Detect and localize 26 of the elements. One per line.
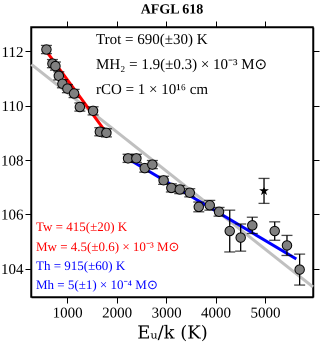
annotation: Th = 915(±60) K bbox=[36, 258, 126, 273]
x-tick-label: 5000 bbox=[250, 306, 281, 322]
y-tick-label: 106 bbox=[1, 208, 24, 224]
annotation: Mw = 4.5(±0.6) × 10⁻³ M⊙ bbox=[36, 239, 180, 254]
x-tick-label: 3000 bbox=[152, 306, 182, 322]
x-axis-title: Eᵤ/k (K) bbox=[137, 322, 208, 344]
point bbox=[224, 226, 235, 236]
x-tick-label: 2000 bbox=[102, 306, 132, 322]
y-tick-label: 112 bbox=[2, 44, 24, 61]
chart-title: AFGL 618 bbox=[140, 2, 204, 18]
y-tick-label: 108 bbox=[1, 153, 24, 170]
point bbox=[247, 220, 258, 231]
x-tick-label: 1000 bbox=[52, 306, 83, 322]
point bbox=[260, 186, 268, 194]
y-tick-label: 110 bbox=[2, 99, 24, 116]
point bbox=[282, 240, 292, 251]
point bbox=[269, 226, 280, 236]
annotation: MH₂ = 1.9(±0.3) × 10⁻³ M⊙ bbox=[96, 57, 268, 73]
point bbox=[235, 232, 246, 243]
annotation: Trot = 690(±30) K bbox=[96, 32, 208, 48]
annotation: Tw = 415(±20) K bbox=[36, 219, 128, 234]
annotation: rCO = 1 × 10¹⁶ cm bbox=[96, 82, 208, 98]
annotation: Mh = 5(±1) × 10⁻⁴ M⊙ bbox=[36, 277, 158, 292]
y-tick-label: 104 bbox=[1, 262, 24, 278]
point bbox=[294, 264, 305, 275]
x-tick-label: 4000 bbox=[201, 306, 232, 322]
